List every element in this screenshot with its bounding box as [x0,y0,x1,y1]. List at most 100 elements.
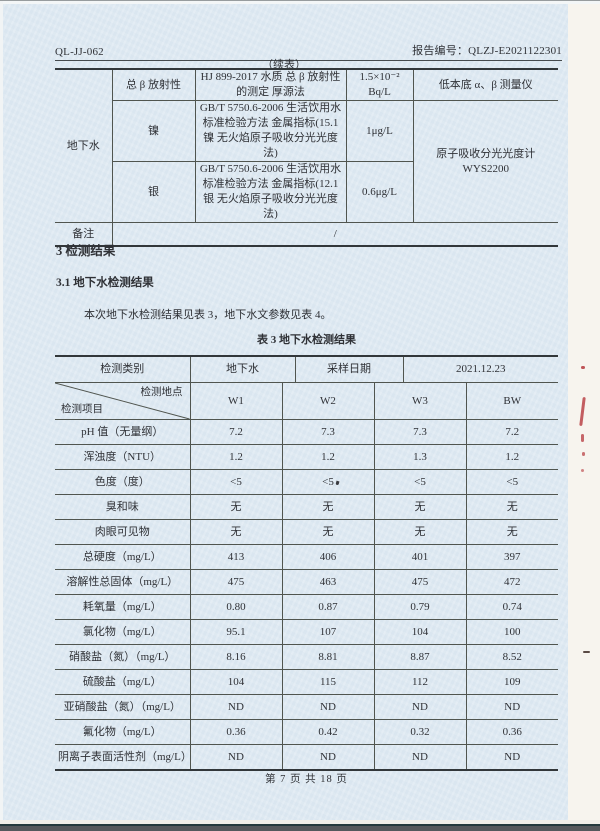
table-row: 亚硝酸盐（氮）（mg/L） ND ND ND ND [55,694,558,720]
item-label: 浑浊度（NTU） [55,444,191,470]
value-cell: ND [373,694,467,720]
value-cell: 406 [281,544,375,570]
table-row: 色度（度） <5 <5 <5 <5 [55,469,558,495]
date-label-cell: 采样日期 [294,355,404,383]
value-cell: ND [465,694,558,720]
date-value-cell: 2021.12.23 [402,355,558,383]
value-cell: 无 [281,494,375,520]
item-label: 亚硝酸盐（氮）（mg/L） [55,694,191,720]
method-cell: GB/T 5750.6-2006 生活饮用水标准检验方法 金属指标(12.1 银… [194,161,347,223]
value-cell: 8.52 [465,644,558,670]
value-cell: ND [189,694,283,720]
scan-edge [0,820,600,824]
scan-edge [0,0,600,1]
value-cell: 0.87 [281,594,375,620]
value-cell: 401 [373,544,467,570]
item-label: pH 值（无量纲） [55,419,191,445]
value-cell: 无 [373,494,467,520]
item-label: 溶解性总固体（mg/L） [55,569,191,595]
value-cell: 1.2 [281,444,375,470]
table-row: 阴离子表面活性剂（mg/L） ND ND ND ND [55,744,558,771]
red-ink-mark [581,366,585,369]
scan-edge [0,1,600,4]
table-row: 硫酸盐（mg/L） 104 115 112 109 [55,669,558,695]
diagonal-bottom-label: 检测项目 [61,404,103,415]
table-row: 硝酸盐（氮）（mg/L） 8.16 8.81 8.87 8.52 [55,644,558,670]
value-cell: 104 [189,669,283,695]
value-cell: 7.3 [373,419,467,445]
value-cell: 7.2 [465,419,558,445]
value-cell: ND [281,744,375,771]
red-ink-mark [582,452,585,456]
value-cell: 无 [189,494,283,520]
detection-limit-cell: 1.5×10⁻² Bq/L [345,68,414,101]
doc-code: QL-JJ-062 [55,46,104,58]
value-cell: 109 [465,669,558,695]
value-cell: 0.42 [281,719,375,745]
table-caption: 表 3 地下水检测结果 [257,334,356,346]
table-row: pH 值（无量纲） 7.2 7.3 7.3 7.2 [55,419,558,445]
table-row: 地下水 总 β 放射性 HJ 899-2017 水质 总 β 放射性的测定 厚源… [55,68,558,223]
value-cell: 0.32 [373,719,467,745]
table-row: 检测地点 检测项目 W1 W2 W3 BW [55,383,558,420]
value-cell: 1.2 [465,444,558,470]
value-cell: <5 [465,469,558,495]
value-cell: 0.36 [189,719,283,745]
value-cell: 475 [373,569,467,595]
item-label: 阴离子表面活性剂（mg/L） [55,744,191,771]
type-label-cell: 检测类别 [55,355,191,383]
item-label: 臭和味 [55,494,191,520]
analyte-cell: 总 β 放射性 [111,68,196,101]
item-label: 氟化物（mg/L） [55,719,191,745]
detection-limit-cell: 0.6μg/L [345,161,413,223]
table-row: 氯化物（mg/L） 95.1 107 104 100 [55,619,558,645]
report-number: 报告编号：QLZJ-E2021122301 [412,45,562,57]
value-cell: 0.74 [465,594,558,620]
value-cell: 无 [465,519,558,545]
site-header: W1 [189,383,283,420]
table-row: 溶解性总固体（mg/L） 475 463 475 472 [55,569,558,595]
page-number: 第 7 页 共 18 页 [265,774,348,785]
value-cell: 115 [281,669,375,695]
analyte-cell: 银 [112,161,196,223]
value-cell: 7.2 [189,419,283,445]
table-row: 总硬度（mg/L） 413 406 401 397 [55,544,558,570]
remark-value-cell: / [111,222,558,247]
diagonal-line [55,383,189,419]
table-row: 氟化物（mg/L） 0.36 0.42 0.32 0.36 [55,719,558,745]
result-data-table: 检测地点 检测项目 W1 W2 W3 BW pH 值（无量纲） 7.2 7.3 … [55,383,558,771]
method-table: 地下水 总 β 放射性 HJ 899-2017 水质 总 β 放射性的测定 厚源… [55,68,558,247]
diagonal-header-cell: 检测地点 检测项目 [55,383,191,420]
sample-category-cell: 地下水 [55,68,113,223]
item-label: 总硬度（mg/L） [55,544,191,570]
table-row: 肉眼可见物 无 无 无 无 [55,519,558,545]
site-header: BW [465,383,558,420]
item-label: 肉眼可见物 [55,519,191,545]
result-meta-row: 检测类别 地下水 采样日期 2021.12.23 [55,355,558,383]
value-cell: 7.3 [281,419,375,445]
value-cell: <5 [189,469,283,495]
value-cell: <5 [281,469,375,495]
value-cell: 472 [465,569,558,595]
diagonal-top-label: 检测地点 [140,387,183,398]
item-label: 硝酸盐（氮）（mg/L） [55,644,191,670]
value-cell: 95.1 [189,619,283,645]
value-cell: 8.16 [189,644,283,670]
value-cell: 463 [281,569,375,595]
scan-edge [0,824,600,826]
value-cell: 1.2 [189,444,283,470]
value-cell: 0.36 [465,719,558,745]
value-cell: 0.80 [189,594,283,620]
scan-edge [0,1,3,821]
value-cell: 397 [465,544,558,570]
value-cell: 8.81 [281,644,375,670]
method-cell: HJ 899-2017 水质 总 β 放射性的测定 厚源法 [194,68,347,101]
result-table: 检测类别 地下水 采样日期 2021.12.23 检测地点 检测项目 W1 W2… [55,355,558,771]
value-cell: ND [189,744,283,771]
page-header: QL-JJ-062 报告编号：QLZJ-E2021122301 [55,42,562,61]
red-ink-mark [581,434,584,442]
red-ink-mark [581,469,584,472]
value-cell: 0.79 [373,594,467,620]
scan-edge [0,826,600,831]
value-cell: <5 [373,469,467,495]
